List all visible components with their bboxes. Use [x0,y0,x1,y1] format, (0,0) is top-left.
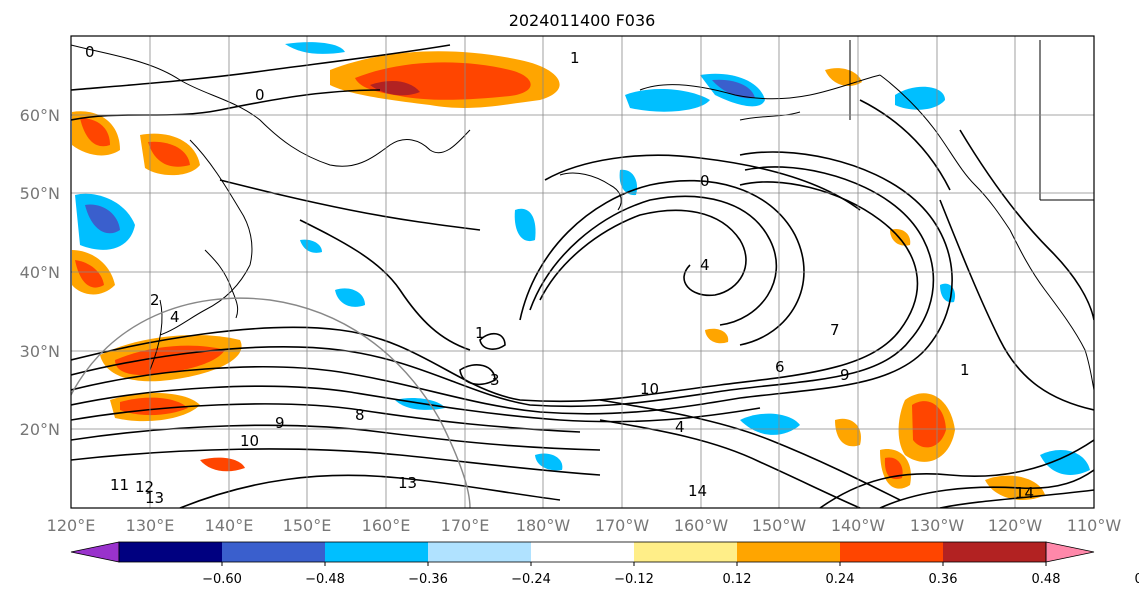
contour-label: 13 [145,489,164,507]
lon-label: 150°W [752,516,807,535]
contour-label: 9 [275,414,285,432]
latlon-grid [71,36,1094,508]
contour-label: 2 [150,291,160,309]
colorbar-bin [840,542,944,562]
colorbar-tick-label: 0.48 [1032,572,1061,587]
lon-label: 150°E [283,516,332,535]
latitude-labels: 60°N 50°N 40°N 30°N 20°N [20,106,60,439]
colorbar: −0.60 −0.48 −0.36 −0.24 −0.12 0.12 0.24 0.36 0.4… [70,541,1139,587]
contour-lines [71,44,1094,508]
colorbar-tick-label: −0.12 [614,572,654,587]
lon-label: 160°E [362,516,411,535]
colorbar-bin [634,542,738,562]
contour-label: 7 [830,321,840,339]
map-panel: 0 0 0 1 1 2 3 4 4 6 7 8 9 10 10 11 12 13… [70,35,1095,509]
lon-label: 130°W [910,516,965,535]
coastlines [71,40,1094,391]
contour-label: 3 [490,371,500,389]
lon-label: 120°E [47,516,96,535]
lon-label: 130°E [126,516,175,535]
contour-label: 0 [85,43,95,61]
colorbar-bin [222,542,326,562]
colorbar-bin [943,542,1047,562]
contour-label: 6 [775,358,785,376]
colorbar-bin [531,542,635,562]
colorbar-tick-label: −0.24 [511,572,551,587]
lat-label: 20°N [20,420,60,439]
figure-title: 2024011400 F036 [509,11,656,30]
lon-label: 160°W [674,516,729,535]
contour-label: 12 [135,478,154,496]
contour-label: 9 [840,366,850,384]
contour-label: 10 [240,432,259,450]
anomaly-shading [72,42,1090,500]
contour-label: 0 [700,172,710,190]
lon-label: 110°W [1067,516,1122,535]
lon-label: 170°W [595,516,650,535]
lat-label: 30°N [20,342,60,361]
contour-label: 10 [640,380,659,398]
contour-label: 1 [570,49,580,67]
contour-label: 1 [475,324,485,342]
contour-label: 14 [1015,484,1034,502]
colorbar-tick-label: 0.60 [1135,572,1139,587]
colorbar-bin [325,542,429,562]
colorbar-tick-label: 0.36 [929,572,958,587]
colorbar-extend-low [70,541,120,563]
contour-label: 13 [398,474,417,492]
colorbar-bin [119,542,223,562]
contour-label: 11 [110,476,129,494]
lat-label: 40°N [20,263,60,282]
colorbar-bin [737,542,841,562]
colorbar-tick-label: 0.24 [826,572,855,587]
lat-label: 50°N [20,184,60,203]
colorbar-extend-high [1045,541,1095,563]
colorbar-bin [428,542,532,562]
lon-label: 120°W [988,516,1043,535]
contour-label: 1 [960,361,970,379]
contour-label: 4 [675,418,685,436]
longitude-labels: 120°E 130°E 140°E 150°E 160°E 170°E 180°… [47,516,1122,535]
colorbar-tick-label: −0.60 [202,572,242,587]
colorbar-tick-label: 0.12 [723,572,752,587]
lon-label: 170°E [441,516,490,535]
contour-label: 8 [355,406,365,424]
lon-label: 140°E [205,516,254,535]
contour-labels: 0 0 0 1 1 2 3 4 4 6 7 8 9 10 10 11 12 13… [85,43,1034,507]
lat-label: 60°N [20,106,60,125]
lon-label: 140°W [831,516,886,535]
contour-label: 4 [170,308,180,326]
contour-label: 0 [255,86,265,104]
contour-label: 14 [688,482,707,500]
colorbar-tick-label: −0.36 [408,572,448,587]
contour-label: 4 [700,256,710,274]
colorbar-tick-label: −0.48 [305,572,345,587]
lon-label: 180°W [516,516,571,535]
